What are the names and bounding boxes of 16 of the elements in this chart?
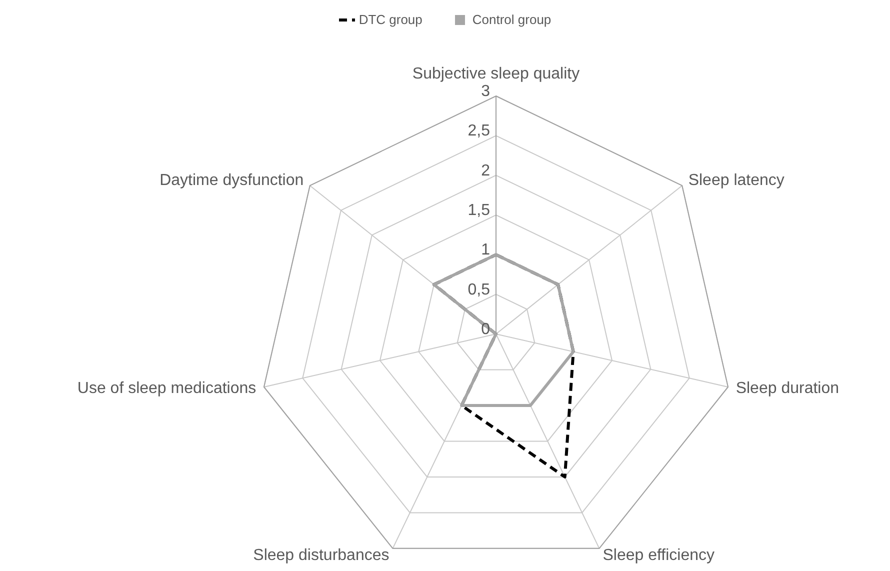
y-tick-label: 0 — [481, 321, 490, 338]
y-tick-label: 1,5 — [468, 202, 490, 219]
y-tick-label: 2 — [481, 162, 490, 180]
y-tick-label: 2,5 — [468, 122, 490, 140]
y-tick-label: 0,5 — [468, 281, 490, 298]
spoke-label: Use of sleep medications — [77, 380, 256, 398]
legend-label: DTC group — [358, 12, 422, 27]
y-tick-label: 1 — [481, 242, 490, 259]
spoke-label: Sleep latency — [688, 172, 784, 190]
legend-label: Control group — [471, 12, 552, 27]
spoke-label: Sleep efficiency — [602, 547, 715, 564]
y-tick-label: 3 — [481, 83, 490, 100]
spoke-label: Subjective sleep quality — [412, 66, 580, 82]
spoke-label: Daytime dysfunction — [160, 172, 304, 190]
spoke-label: Sleep duration — [736, 380, 840, 398]
spoke-label: Sleep disturbances — [253, 547, 390, 564]
